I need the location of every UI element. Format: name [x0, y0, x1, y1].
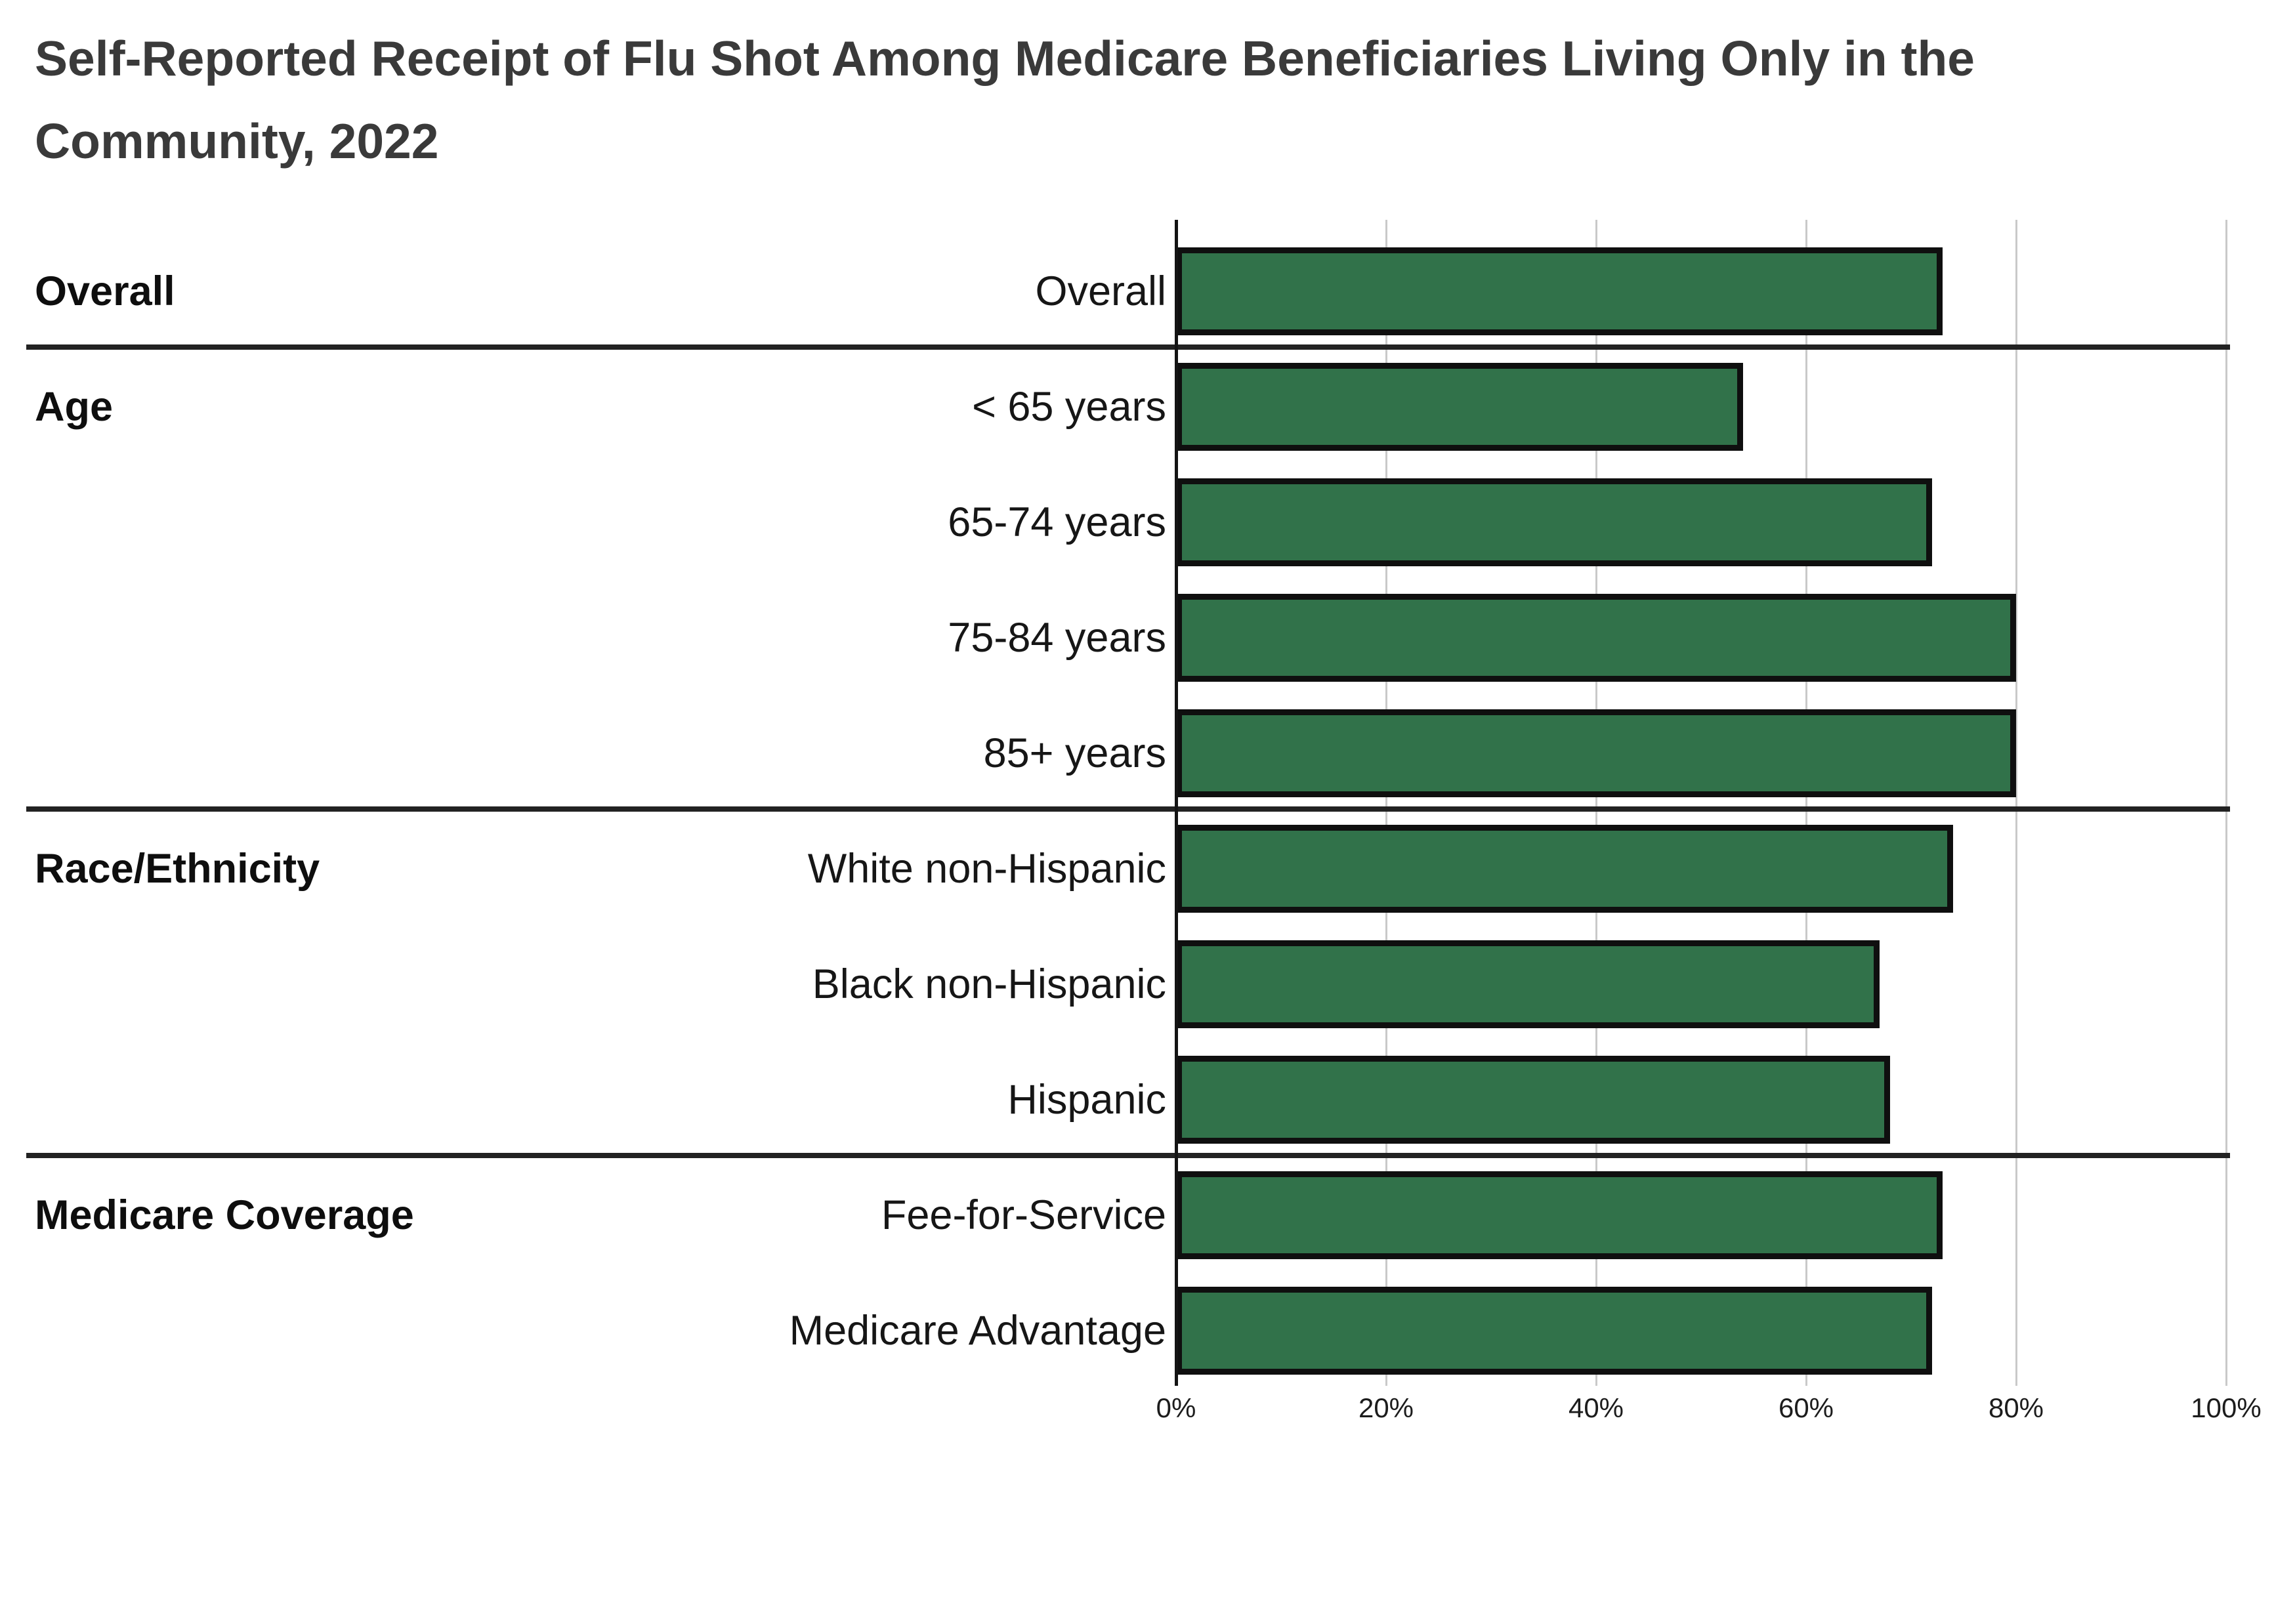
bar-85-years: [1176, 709, 2016, 797]
chart-title: Self-Reported Receipt of Flu Shot Among …: [35, 31, 1975, 169]
bar-overall: [1176, 247, 1943, 335]
gridline-80pct: [2015, 220, 2017, 1386]
category-label-hispanic: Hispanic: [1007, 1077, 1166, 1123]
bar-black-non-hispanic: [1176, 940, 1880, 1028]
group-label-overall: Overall: [35, 268, 175, 314]
category-label-65-years: < 65 years: [972, 384, 1166, 430]
group-label-race-ethnicity: Race/Ethnicity: [35, 846, 320, 892]
group-label-medicare-coverage: Medicare Coverage: [35, 1192, 414, 1238]
category-label-overall: Overall: [1035, 268, 1166, 314]
x-tick-label-100pct: 100%: [2191, 1392, 2262, 1423]
bar-65-years: [1176, 363, 1743, 451]
category-label-fee-for-service: Fee-for-Service: [881, 1192, 1166, 1238]
axis-baseline: [1175, 220, 1178, 1386]
x-tick-label-20pct: 20%: [1358, 1392, 1414, 1423]
x-tick-label-80pct: 80%: [1988, 1392, 2044, 1423]
gridline-100pct: [2225, 220, 2227, 1386]
group-label-age: Age: [35, 384, 114, 430]
bar-hispanic: [1176, 1056, 1890, 1144]
gridline-40pct: [1595, 220, 1597, 1386]
bar-65-74-years: [1176, 478, 1932, 566]
gridline-60pct: [1805, 220, 1807, 1386]
bar-medicare-advantage: [1176, 1287, 1932, 1375]
category-label-black-non-hispanic: Black non-Hispanic: [812, 961, 1166, 1007]
category-label-75-84-years: 75-84 years: [948, 615, 1166, 661]
bar-fee-for-service: [1176, 1171, 1943, 1259]
group-separator: [26, 806, 2230, 812]
category-label-85-years: 85+ years: [983, 730, 1166, 776]
group-separator: [26, 344, 2230, 350]
x-tick-label-60pct: 60%: [1778, 1392, 1834, 1423]
x-tick-label-0pct: 0%: [1156, 1392, 1196, 1423]
bar-white-non-hispanic: [1176, 825, 1953, 913]
category-label-white-non-hispanic: White non-Hispanic: [807, 846, 1166, 892]
bar-75-84-years: [1176, 594, 2016, 682]
category-label-65-74-years: 65-74 years: [948, 499, 1166, 545]
category-label-medicare-advantage: Medicare Advantage: [789, 1308, 1166, 1354]
group-separator: [26, 1153, 2230, 1158]
x-tick-label-40pct: 40%: [1568, 1392, 1624, 1423]
gridline-20pct: [1385, 220, 1387, 1386]
